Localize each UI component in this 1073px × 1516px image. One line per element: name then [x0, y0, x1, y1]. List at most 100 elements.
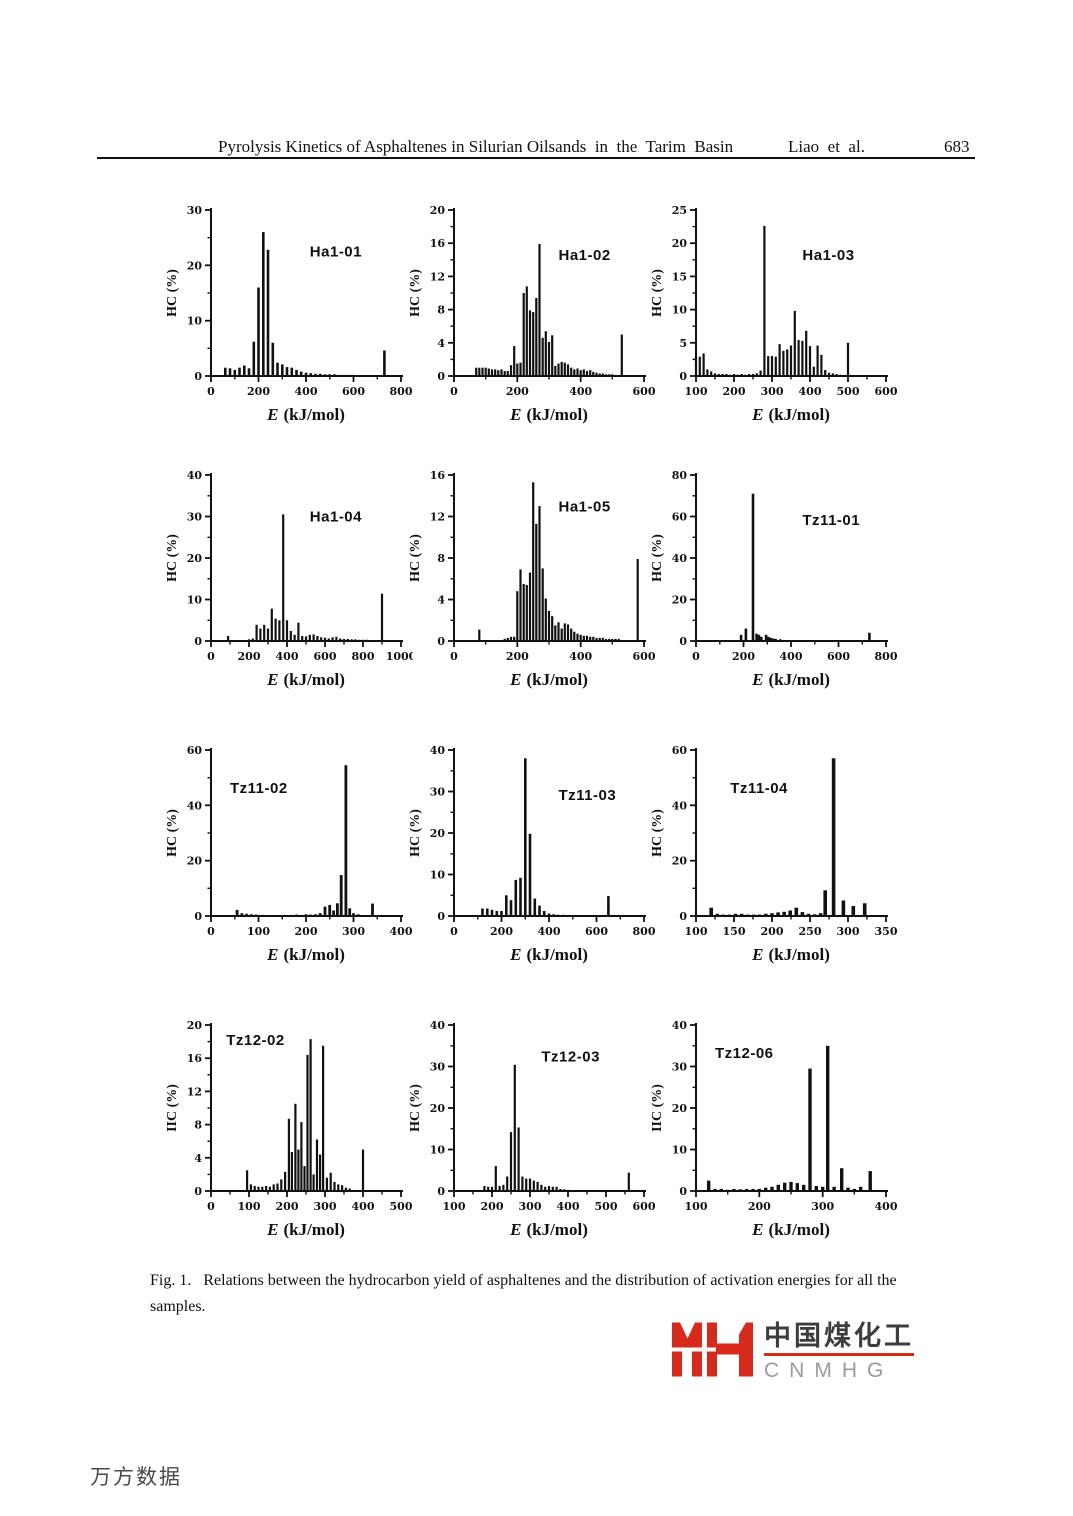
y-tick-label: 0 [437, 635, 445, 648]
chart-title: Ha1-05 [559, 499, 611, 516]
y-tick-label: 20 [672, 1102, 688, 1115]
bar-chart-Tz11-02: 0 20 40 60 0 100 200 300 400 Tz11-02 HC (%) E (kJ/mo… [165, 744, 413, 964]
y-tick-label: 40 [430, 744, 446, 757]
y-tick-label: 0 [679, 1185, 687, 1198]
x-tick-label: 0 [207, 650, 215, 663]
x-tick-label: 400 [875, 1200, 898, 1213]
x-axis-ticks: 0 200 400 600 800 [450, 916, 656, 938]
y-axis-label: HC (%) [408, 534, 423, 582]
y-axis-ticks: 0 10 20 30 40 [430, 1019, 454, 1198]
y-tick-label: 8 [194, 1119, 202, 1132]
y-tick-label: 0 [437, 910, 445, 923]
x-tick-label: 200 [490, 925, 513, 938]
caption-line-1: Fig. 1. Relations between the hydrocarbo… [150, 1272, 897, 1289]
x-tick-label: 0 [692, 650, 700, 663]
chart-cell-Ha1-03: 0 5 10 15 20 25 100 200 300 400 500 600 Ha1-03 HC (%)… [648, 196, 898, 441]
x-tick-label: 500 [837, 385, 860, 398]
y-tick-label: 8 [437, 304, 445, 317]
bars [739, 493, 871, 641]
x-tick-label: 600 [827, 650, 850, 663]
x-tick-label: 500 [390, 1200, 413, 1213]
chart-cell-Tz11-01: 0 20 40 60 80 0 200 400 600 800 Tz11-01 HC (%) E (kJ/… [648, 461, 898, 706]
y-tick-label: 16 [187, 1052, 203, 1065]
x-tick-label: 350 [875, 925, 898, 938]
x-axis-label: E (kJ/mol) [266, 405, 345, 424]
y-tick-label: 0 [194, 1185, 202, 1198]
chart-title: Tz11-03 [559, 787, 617, 804]
x-axis-ticks: 0 200 400 600 800 1000 [207, 641, 417, 663]
x-tick-label: 400 [799, 385, 822, 398]
y-axis-ticks: 0 5 10 15 20 25 [672, 204, 696, 383]
x-tick-label: 400 [780, 650, 803, 663]
x-tick-label: 300 [342, 925, 365, 938]
y-axis-label: HC (%) [165, 809, 180, 857]
x-tick-label: 0 [207, 385, 215, 398]
chart-title: Ha1-02 [559, 247, 611, 264]
x-axis-ticks: 100 150 200 250 300 350 [685, 916, 898, 938]
x-tick-label: 0 [207, 1200, 215, 1213]
y-tick-label: 4 [437, 337, 445, 350]
chart-cell-Ha1-01: 0 10 20 30 0 200 400 600 800 Ha1-01 HC (%) E (kJ/mol… [163, 196, 413, 441]
chart-cell-Tz12-03: 0 10 20 30 40 100 200 300 400 500 600 Tz12-03 HC (%)… [406, 1011, 656, 1256]
y-axis-label: HC (%) [650, 534, 665, 582]
axes [210, 208, 403, 377]
chart-cell-Tz12-06: 0 10 20 30 40 100 200 300 400 Tz12-06 IIC (%) E (kJ/… [648, 1011, 898, 1256]
axes [210, 748, 403, 917]
chart-title: Tz12-02 [226, 1032, 285, 1049]
y-tick-label: 12 [187, 1085, 202, 1098]
bars [235, 765, 374, 916]
x-tick-label: 800 [633, 925, 656, 938]
y-tick-label: 60 [187, 744, 203, 757]
x-tick-label: 200 [276, 1200, 299, 1213]
y-tick-label: 0 [679, 370, 687, 383]
x-tick-label: 300 [519, 1200, 542, 1213]
y-tick-label: 20 [672, 237, 688, 250]
y-axis-label: HC (%) [165, 269, 180, 317]
x-tick-label: 800 [390, 385, 413, 398]
y-axis-ticks: 0 10 20 30 [187, 204, 211, 383]
y-tick-label: 0 [679, 910, 687, 923]
bars [707, 1045, 872, 1192]
y-axis-label: HC (%) [408, 809, 423, 857]
x-tick-label: 200 [238, 650, 261, 663]
y-tick-label: 12 [430, 511, 445, 524]
y-tick-label: 40 [430, 1019, 446, 1032]
x-tick-label: 200 [481, 1200, 504, 1213]
chart-title: Tz12-03 [541, 1049, 600, 1066]
logo-underline [764, 1353, 914, 1357]
x-tick-label: 400 [352, 1200, 375, 1213]
header-rule [97, 157, 975, 159]
page-number: 683 [944, 137, 970, 156]
x-tick-label: 400 [295, 385, 318, 398]
y-axis-ticks: 0 20 40 60 80 [672, 469, 696, 648]
chart-cell-Tz12-02: 0 4 8 12 16 20 0 100 200 300 400 500 Tz12-02 IIC (%) E… [163, 1011, 413, 1256]
bar-chart-Tz12-06: 0 10 20 30 40 100 200 300 400 Tz12-06 IIC (%) E (kJ/… [650, 1019, 898, 1239]
x-tick-label: 100 [685, 925, 708, 938]
chart-title: Ha1-03 [802, 247, 854, 264]
y-tick-label: 10 [187, 315, 203, 328]
axes [210, 473, 403, 642]
x-axis-ticks: 0 200 400 600 800 [207, 376, 413, 398]
y-tick-label: 20 [430, 827, 446, 840]
x-tick-label: 200 [247, 385, 270, 398]
logo-latin-text: CNMHG [764, 1359, 894, 1383]
bar-chart-Ha1-03: 0 5 10 15 20 25 100 200 300 400 500 600 Ha1-03 HC (%)… [650, 204, 898, 424]
logo-chinese-text: 中国煤化工 [764, 1321, 914, 1351]
chart-title: Ha1-04 [310, 509, 362, 526]
bars [478, 482, 639, 641]
chart-cell-Tz11-02: 0 20 40 60 0 100 200 300 400 Tz11-02 HC (%) E (kJ/mo… [163, 736, 413, 981]
y-tick-label: 0 [679, 635, 687, 648]
running-authors: Liao et al. [788, 137, 865, 156]
y-tick-label: 15 [672, 270, 687, 283]
chart-title: Tz11-04 [730, 780, 788, 797]
bars [694, 225, 850, 376]
y-tick-label: 40 [187, 469, 203, 482]
x-tick-label: 600 [633, 1200, 656, 1213]
axes [453, 748, 646, 917]
x-tick-label: 200 [761, 925, 784, 938]
y-axis-ticks: 0 10 20 30 40 [672, 1019, 696, 1198]
x-tick-label: 500 [595, 1200, 618, 1213]
axes [695, 748, 888, 917]
